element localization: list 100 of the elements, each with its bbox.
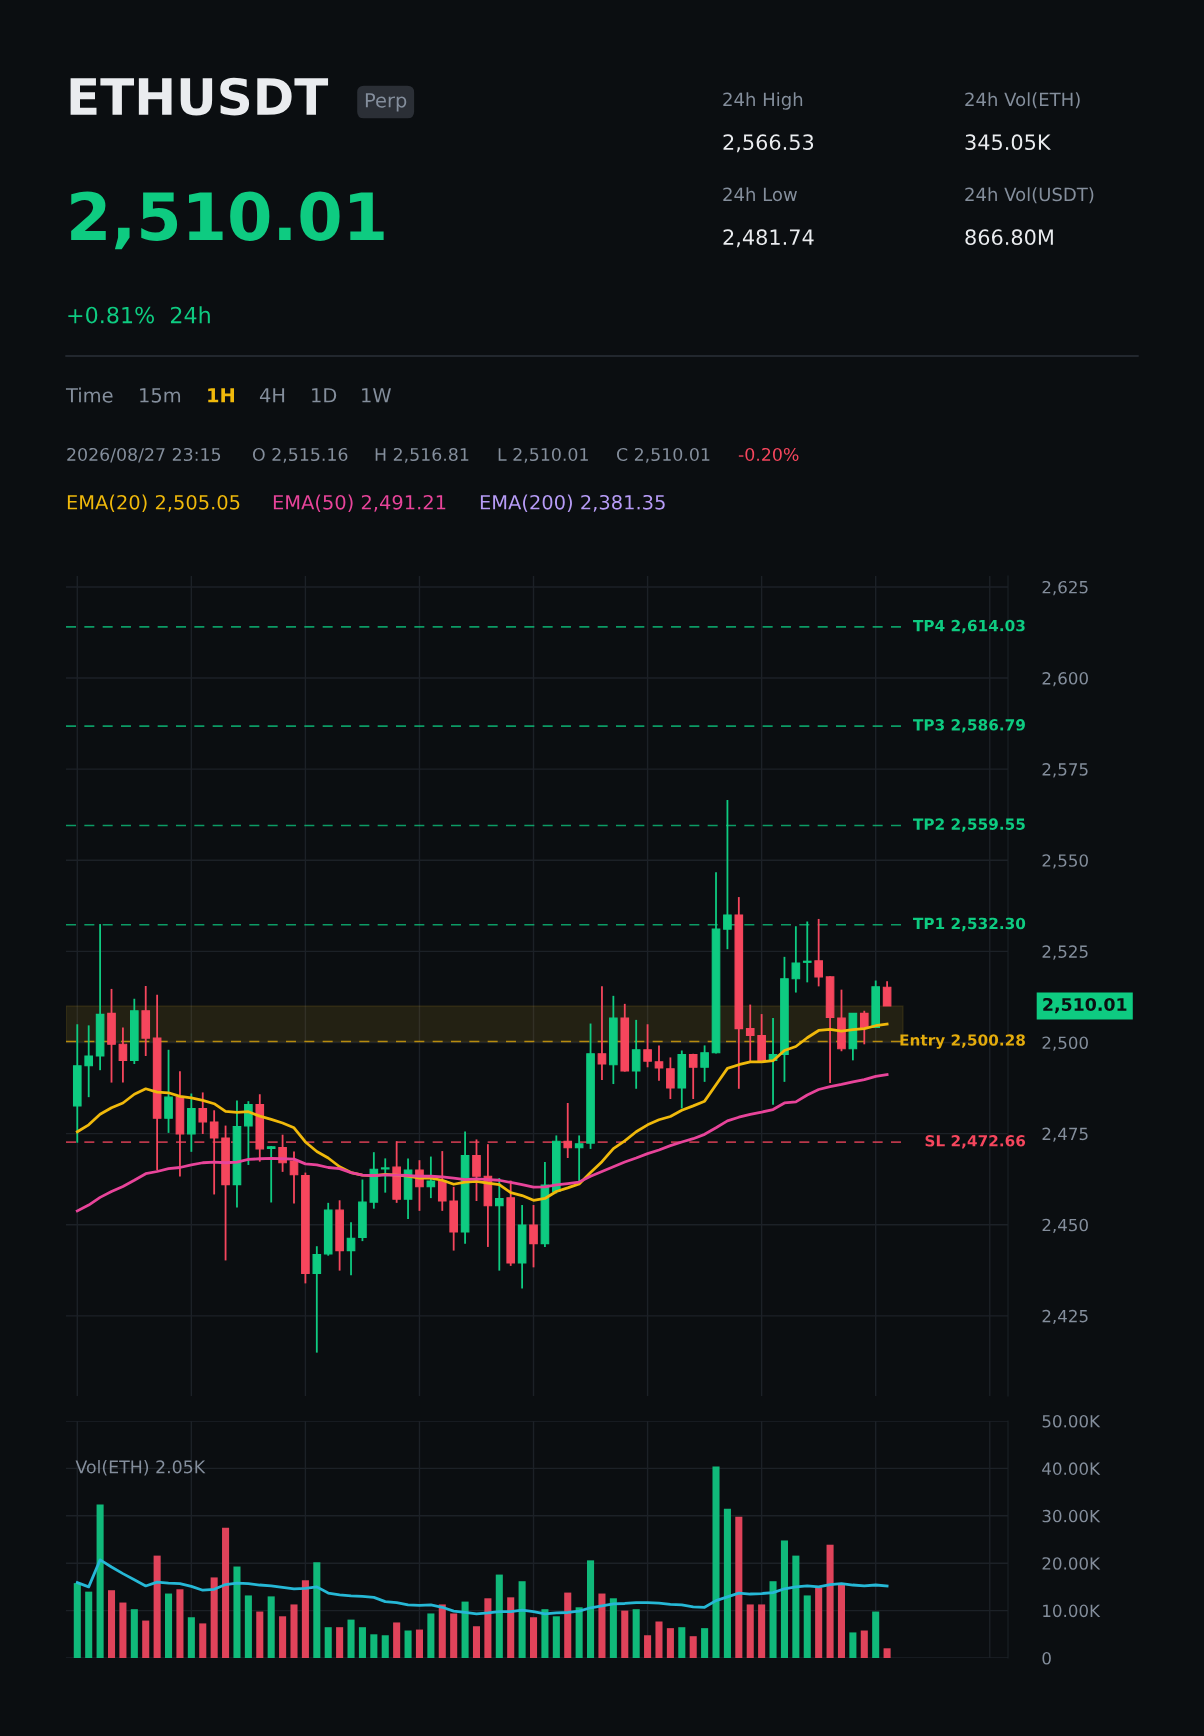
bar: [609, 1598, 617, 1658]
bar: [701, 1628, 709, 1658]
bar: [358, 1627, 366, 1658]
bar: [153, 1555, 161, 1658]
candlestick: [198, 1091, 208, 1135]
bar: [199, 1623, 207, 1658]
bar: [587, 1560, 595, 1658]
bar: [187, 1617, 195, 1658]
candlestick: [574, 1134, 584, 1183]
bar: [712, 1466, 720, 1658]
text: 24h Vol(ETH): [965, 92, 1080, 109]
y-tick-label: 30.00K: [1042, 1509, 1101, 1523]
bar: [552, 1616, 560, 1658]
candlestick: [791, 925, 801, 994]
bar: [415, 1629, 423, 1658]
text: C 2,510.01: [616, 447, 710, 463]
y-tick-label: 2,500: [1042, 1036, 1088, 1051]
bar: [780, 1540, 788, 1658]
candlestick: [814, 918, 823, 988]
y-tick-label: 2,550: [1042, 854, 1088, 869]
ref-line-label: TP4 2,614.03: [913, 619, 1025, 634]
bar: [598, 1593, 606, 1658]
y-tick-label: 20.00K: [1042, 1557, 1101, 1570]
ref-line-label: TP3 2,586.79: [913, 719, 1025, 733]
bar: [461, 1601, 469, 1658]
bar: [324, 1627, 332, 1658]
candlestick: [882, 980, 892, 1007]
bar: [472, 1626, 481, 1658]
y-tick-label: 0: [1042, 1651, 1051, 1665]
bar: [267, 1596, 275, 1658]
bar: [826, 1544, 834, 1658]
bar: [290, 1604, 298, 1658]
y-tick-label: 2,450: [1042, 1218, 1088, 1233]
y-tick-label: 2,425: [1042, 1309, 1088, 1325]
bar: [575, 1607, 583, 1658]
annotation: Vol(ETH) 2.05K: [75, 1460, 206, 1476]
bar: [233, 1566, 241, 1658]
bar: [723, 1508, 731, 1658]
candlestick: [84, 1024, 94, 1099]
bar: [507, 1597, 515, 1658]
candlestick: [312, 1245, 322, 1354]
bar: [73, 1583, 81, 1658]
bar: [438, 1604, 446, 1658]
bar: [621, 1610, 629, 1658]
bar: [301, 1580, 309, 1658]
text: 1H: [208, 388, 235, 403]
text: Perp: [365, 93, 407, 112]
text: 24h Vol(USDT): [965, 187, 1094, 204]
bar: [495, 1574, 503, 1658]
text: 24h Low: [723, 187, 797, 202]
bar: [244, 1595, 252, 1658]
bar: [427, 1613, 435, 1658]
candlestick: [164, 1048, 173, 1134]
bar: [256, 1611, 264, 1658]
bar: [165, 1593, 173, 1658]
bar: [119, 1602, 127, 1658]
bar: [644, 1635, 652, 1658]
text: H 2,516.81: [375, 447, 469, 463]
candlestick: [380, 1157, 390, 1194]
bar: [347, 1619, 355, 1658]
candlestick: [437, 1150, 447, 1212]
bar: [529, 1617, 538, 1658]
bar: [849, 1632, 857, 1658]
bar: [222, 1527, 230, 1658]
text: 4H: [259, 388, 285, 403]
text: 1W: [362, 388, 391, 403]
y-tick-label: 2,575: [1042, 763, 1088, 778]
y-tick-label: 10.00K: [1043, 1604, 1101, 1618]
y-tick-label: 2,625: [1042, 580, 1088, 596]
candlestick: [631, 1018, 641, 1090]
y-tick-label: 2,525: [1042, 945, 1088, 960]
text: 15m: [140, 388, 181, 403]
candlestick: [859, 1009, 869, 1046]
text: +0.81% 24h: [68, 306, 210, 324]
candlestick: [654, 1044, 664, 1082]
bar: [176, 1589, 184, 1658]
bar: [758, 1604, 766, 1658]
bar: [450, 1613, 458, 1658]
bar: [689, 1636, 697, 1658]
candlestick: [118, 1026, 128, 1084]
bar: [792, 1555, 800, 1658]
candlestick: [244, 1100, 253, 1166]
y-tick-label: 2,600: [1042, 672, 1088, 687]
text: 24h High: [723, 92, 803, 110]
text: EMA(50) 2,491.21: [273, 494, 446, 512]
ref-line-label: TP2 2,559.55: [913, 818, 1025, 832]
bar: [883, 1648, 891, 1658]
ref-line-label: SL 2,472.66: [925, 1135, 1026, 1149]
bar: [803, 1595, 811, 1658]
bar: [872, 1611, 880, 1658]
bar: [313, 1562, 321, 1658]
bar: [393, 1622, 401, 1658]
bar: [735, 1516, 743, 1658]
candlestick: [745, 1003, 755, 1064]
text: L 2,510.01: [498, 447, 588, 463]
line-series: [75, 1073, 889, 1213]
ref-line-label: TP1 2,532.30: [913, 917, 1026, 932]
bar: [541, 1609, 549, 1658]
text: 2,510.01: [71, 191, 384, 250]
bar: [404, 1630, 412, 1658]
